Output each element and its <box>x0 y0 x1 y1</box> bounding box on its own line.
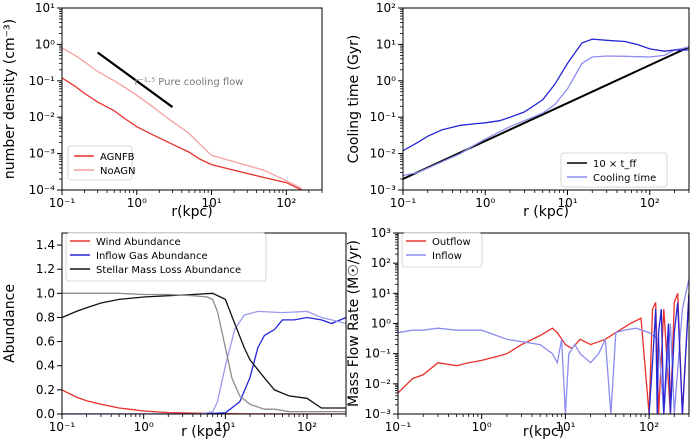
series-line-5 <box>62 292 346 413</box>
series-line-2 <box>62 316 346 414</box>
x-axis-label: r (kpc) <box>181 424 227 440</box>
plot-frame <box>397 232 690 415</box>
y-tick-label: 10¹ <box>376 37 396 51</box>
x-tick-label: 10⁰ <box>134 420 154 434</box>
y-axis-label: Mass Flow Rate (M☉/yr) <box>346 240 362 407</box>
y-tick-label: 0.0 <box>36 407 55 421</box>
legend: 10 × t_ff Cooling time <box>560 152 668 188</box>
y-tick-label: 0.8 <box>36 310 55 324</box>
x-tick-label: 10⁰ <box>127 196 147 210</box>
legend-label: Cooling time <box>593 173 656 184</box>
x-tick-label: 10² <box>297 420 317 434</box>
x-tick-label: 10¹ <box>555 420 575 434</box>
series-line-2 <box>62 47 302 190</box>
legend-label: Outflow <box>432 237 471 248</box>
y-tick-label: 10⁻³ <box>29 147 56 161</box>
legend: AGNFB NoAGN <box>67 145 136 181</box>
x-axis-label: r(kpc) <box>523 424 564 440</box>
series-line-2 <box>403 46 689 177</box>
series-line-2 <box>398 278 689 414</box>
y-tick-label: 0.4 <box>36 359 55 373</box>
legend-label: Inflow <box>432 251 462 262</box>
x-tick-label: 10¹ <box>557 196 577 210</box>
x-axis-label: r (kpc) <box>523 204 569 220</box>
x-axis-label: r(kpc) <box>171 204 212 220</box>
plot-frame <box>61 7 323 191</box>
y-axis-label: Cooling time (Gyr) <box>346 35 362 164</box>
y-tick-label: 0.6 <box>36 335 55 349</box>
y-tick-label: 10¹ <box>371 286 391 300</box>
y-tick-label: 10⁰ <box>371 317 391 331</box>
series-line-4 <box>62 292 346 409</box>
y-tick-label: 10⁻¹ <box>370 110 397 124</box>
x-tick-label: 10² <box>276 196 296 210</box>
series-line-1 <box>62 389 346 414</box>
plot-frame <box>402 7 690 191</box>
x-tick-label: 10¹ <box>215 420 235 434</box>
annotation-label: r⁻¹·⁵ Pure cooling flow <box>135 77 244 88</box>
x-tick-label: 10¹ <box>202 196 222 210</box>
y-axis-label: Abundance <box>2 284 18 363</box>
y-tick-label: 1.4 <box>36 238 55 252</box>
y-tick-label: 10⁻² <box>365 377 392 391</box>
y-tick-label: 10¹ <box>35 1 55 15</box>
y-tick-label: 1.2 <box>36 262 55 276</box>
y-tick-label: 10⁻⁴ <box>29 183 56 197</box>
x-tick-label: 10² <box>639 420 659 434</box>
x-tick-label: 10⁰ <box>475 196 495 210</box>
y-tick-label: 10⁰ <box>35 37 55 51</box>
y-axis-label: number density (cm⁻³) <box>2 19 18 179</box>
y-tick-label: 10⁻¹ <box>365 347 392 361</box>
chart-panel-2: 10⁻¹ 10⁰ 10¹ 10² 10⁻³ 10⁻² 10⁻¹ 10⁰ 10¹ 10² r (kpc… <box>346 1 690 220</box>
y-tick-label: 10² <box>376 1 396 15</box>
x-tick-label: 10⁰ <box>472 420 492 434</box>
y-tick-label: 1.0 <box>36 286 55 300</box>
series-line-1 <box>62 77 302 190</box>
chart-panel-1: 10⁻¹ 10⁰ 10¹ 10² 10⁻⁴ 10⁻³ 10⁻² 10⁻¹ 10⁰ 10¹ r⁻¹·⁵… <box>2 1 323 220</box>
legend-label: AGNFB <box>100 152 135 163</box>
y-tick-label: 10⁻³ <box>365 407 392 421</box>
legend-label: Wind Abundance <box>96 237 181 248</box>
x-tick-label: 10⁻¹ <box>385 420 412 434</box>
series-line-3 <box>403 38 689 152</box>
legend-box <box>65 232 267 282</box>
legend: Wind Abundance Inflow Gas Abundance Stella… <box>65 232 267 282</box>
legend: Outflow Inflow <box>401 232 483 268</box>
x-tick-label: 10⁻¹ <box>49 420 76 434</box>
y-tick-label: 10⁻¹ <box>29 74 56 88</box>
legend-label: 10 × t_ff <box>593 159 637 170</box>
legend-label: Inflow Gas Abundance <box>96 251 208 262</box>
legend-box <box>560 152 668 188</box>
y-tick-label: 10⁻² <box>370 147 397 161</box>
x-tick-label: 10² <box>640 196 660 210</box>
series-line-1 <box>403 46 689 180</box>
chart-panel-3: 10⁻¹ 10⁰ 10¹ 10² 0.0 0.2 0.4 0.6 0.8 1.0 1.2 1.4 r (… <box>2 232 347 440</box>
series-line-1 <box>398 293 689 414</box>
y-tick-label: 10² <box>371 256 391 270</box>
x-tick-label: 10⁻¹ <box>49 196 76 210</box>
series-line-3 <box>648 293 689 414</box>
y-tick-label: 10³ <box>371 226 391 240</box>
reference-line <box>97 51 174 108</box>
y-tick-label: 0.2 <box>36 383 55 397</box>
y-tick-label: 10⁻² <box>29 110 56 124</box>
x-tick-label: 10⁻¹ <box>390 196 417 210</box>
series-line-3 <box>62 310 346 414</box>
legend-label: Stellar Mass Loss Abundance <box>96 265 241 276</box>
legend-box <box>67 145 133 181</box>
y-tick-label: 10⁻³ <box>370 183 397 197</box>
chart-panel-4: 10⁻¹ 10⁰ 10¹ 10² 10⁻³ 10⁻² 10⁻¹ 10⁰ 10¹ 10² 10³ r(k… <box>346 226 690 440</box>
y-tick-label: 10⁰ <box>376 74 396 88</box>
legend-label: NoAGN <box>100 166 136 177</box>
